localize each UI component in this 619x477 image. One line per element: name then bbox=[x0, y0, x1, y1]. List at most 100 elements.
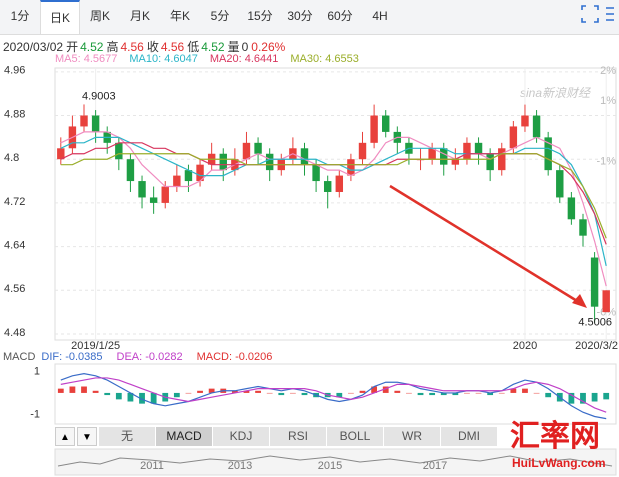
macd-bar bbox=[382, 386, 389, 393]
candle-body bbox=[556, 170, 564, 198]
navigator-line bbox=[57, 455, 613, 467]
macd-legend-entry: DEA: -0.0282 bbox=[116, 351, 183, 363]
trend-arrowhead bbox=[572, 294, 587, 308]
candle-body bbox=[242, 142, 251, 160]
ma-legend-entry: MA30: 4.6553 bbox=[290, 53, 359, 65]
candle-body bbox=[509, 126, 518, 149]
candle-body bbox=[126, 159, 135, 182]
period-tab[interactable]: 15分 bbox=[247, 9, 273, 23]
candle-body bbox=[602, 290, 610, 313]
ma-legend: MA5: 4.5677 MA10: 4.6047 MA20: 4.6441 MA30:… bbox=[55, 53, 371, 65]
macd-bar bbox=[417, 392, 424, 396]
macd-bar bbox=[498, 392, 505, 394]
candle-body bbox=[498, 148, 506, 171]
macd-bar bbox=[208, 388, 215, 393]
y-tick-label: 1 bbox=[34, 365, 40, 377]
candle-body bbox=[161, 186, 169, 203]
quote-value: 4.52 bbox=[201, 40, 225, 54]
y2-tick-label: 2% bbox=[600, 65, 616, 77]
macd-bar bbox=[185, 392, 192, 394]
y-tick-label: -1 bbox=[30, 408, 40, 420]
y-tick-label: 4.72 bbox=[4, 196, 25, 208]
candle-body bbox=[149, 197, 158, 203]
candle-body bbox=[370, 115, 378, 143]
macd-bar bbox=[452, 392, 459, 396]
site-watermark: 汇率网 bbox=[510, 420, 600, 453]
macd-bar bbox=[591, 392, 598, 402]
period-toolbar: 1分 日K 周K 月K 年K 5分 15分 30分 60分 4H bbox=[0, 0, 619, 35]
quote-value: 4.56 bbox=[120, 40, 144, 54]
indicator-tab[interactable]: BOLL bbox=[327, 427, 384, 446]
quote-value: 4.56 bbox=[160, 40, 185, 54]
period-tab[interactable]: 1分 bbox=[10, 9, 30, 23]
macd-bar bbox=[603, 392, 610, 400]
scroll-arrow[interactable]: ▼ bbox=[77, 427, 97, 446]
period-tab[interactable]: 4H bbox=[372, 9, 388, 23]
macd-bar bbox=[394, 390, 401, 393]
macd-bar bbox=[348, 392, 354, 394]
fullscreen-icon[interactable] bbox=[581, 5, 599, 23]
macd-line bbox=[60, 377, 607, 413]
macd-bar bbox=[406, 392, 412, 394]
navigator-year: 2013 bbox=[228, 460, 252, 472]
high-label: 4.9003 bbox=[82, 90, 116, 102]
macd-bar bbox=[429, 392, 436, 396]
y-tick-label: 4.8 bbox=[4, 152, 19, 164]
x-tick-label: 2019/1/25 bbox=[71, 340, 120, 352]
navigator[interactable] bbox=[54, 448, 617, 476]
macd-bar bbox=[464, 392, 470, 394]
indicator-tabs: ▲ ▼ 无 MACD KDJ RSI BOLL WR DMI bbox=[55, 427, 498, 446]
period-tab[interactable]: 年K bbox=[169, 9, 190, 23]
indicator-tab[interactable]: DMI bbox=[441, 427, 498, 446]
period-tab[interactable]: 日K bbox=[40, 0, 80, 34]
period-tab[interactable]: 周K bbox=[89, 9, 110, 23]
macd-bar bbox=[568, 392, 575, 404]
navigator-year: 2015 bbox=[318, 460, 342, 472]
quote-value: 4.52 bbox=[80, 40, 104, 54]
quote-value: 0 bbox=[241, 40, 249, 54]
candle-body bbox=[57, 148, 65, 160]
candle-body bbox=[347, 159, 355, 176]
ma-legend-entry: MA5: 4.5677 bbox=[55, 53, 118, 65]
candle-body bbox=[567, 197, 576, 220]
candle-body bbox=[300, 148, 309, 165]
candle-body bbox=[382, 115, 390, 132]
indicator-tab[interactable]: 无 bbox=[99, 427, 156, 446]
indicator-tab[interactable]: RSI bbox=[270, 427, 327, 446]
indicator-tab[interactable]: MACD bbox=[156, 427, 213, 446]
macd-bar bbox=[359, 390, 366, 393]
macd-bar bbox=[173, 392, 180, 398]
candle-body bbox=[463, 142, 471, 160]
indicator-tab[interactable]: WR bbox=[384, 427, 441, 446]
scroll-arrow[interactable]: ▲ bbox=[55, 427, 75, 446]
candle-body bbox=[486, 153, 494, 171]
candle-body bbox=[91, 115, 100, 132]
macd-bar bbox=[115, 392, 122, 400]
period-tab[interactable]: 60分 bbox=[327, 9, 353, 23]
indicator-tab[interactable]: KDJ bbox=[213, 427, 270, 446]
macd-bar bbox=[57, 388, 64, 393]
macd-legend: MACD DIF: -0.0385 DEA: -0.0282 MACD: -0.020… bbox=[3, 351, 275, 363]
macd-bar bbox=[545, 392, 552, 398]
macd-bar bbox=[510, 388, 517, 393]
macd-bar bbox=[81, 386, 87, 393]
macd-bar bbox=[533, 392, 540, 394]
quote-date: 2020/03/02 bbox=[3, 40, 64, 54]
macd-bar bbox=[104, 392, 111, 396]
ma-line bbox=[60, 131, 607, 287]
period-tab[interactable]: 5分 bbox=[210, 9, 230, 23]
toolbar-icons[interactable] bbox=[581, 5, 614, 23]
period-tab[interactable]: 月K bbox=[129, 9, 150, 23]
candle-body bbox=[532, 115, 541, 138]
quote-label: 收 bbox=[146, 40, 159, 54]
candle-body bbox=[428, 148, 436, 160]
candle-body bbox=[544, 137, 552, 171]
menu-icon[interactable] bbox=[606, 7, 614, 21]
period-tab[interactable]: 30分 bbox=[287, 9, 313, 23]
candle-body bbox=[265, 153, 274, 171]
quote-label: 量 bbox=[227, 40, 240, 54]
ma-legend-entry: MA10: 4.6047 bbox=[129, 53, 198, 65]
candle-body bbox=[474, 142, 483, 154]
